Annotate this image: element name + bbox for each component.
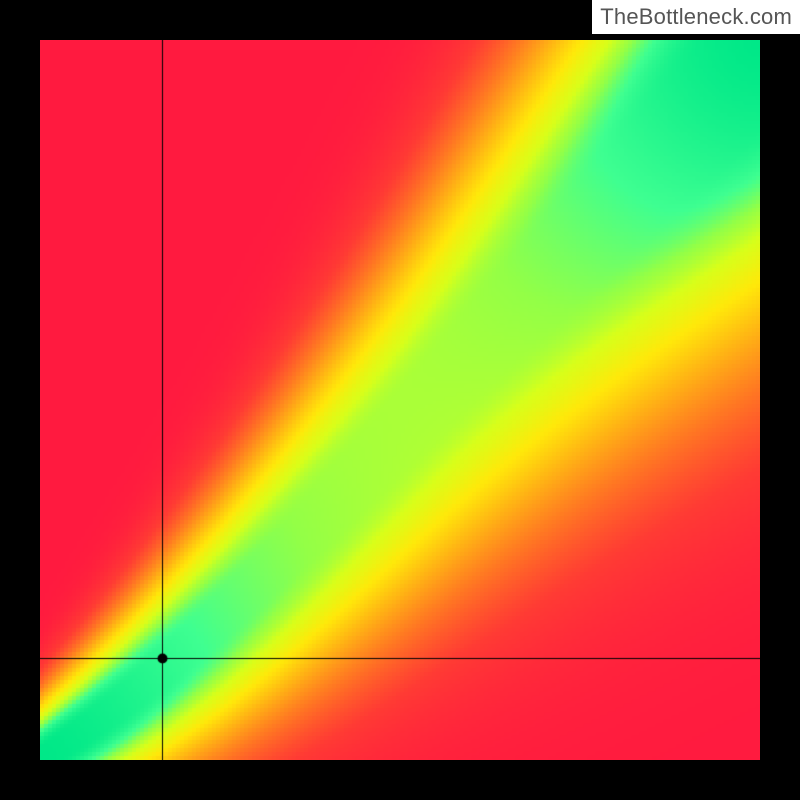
- attribution-label: TheBottleneck.com: [592, 0, 800, 34]
- chart-frame: { "attribution": { "text": "TheBottlenec…: [0, 0, 800, 800]
- heatmap-canvas: [40, 40, 760, 760]
- heatmap-plot: [40, 40, 760, 760]
- attribution-text: TheBottleneck.com: [600, 4, 792, 29]
